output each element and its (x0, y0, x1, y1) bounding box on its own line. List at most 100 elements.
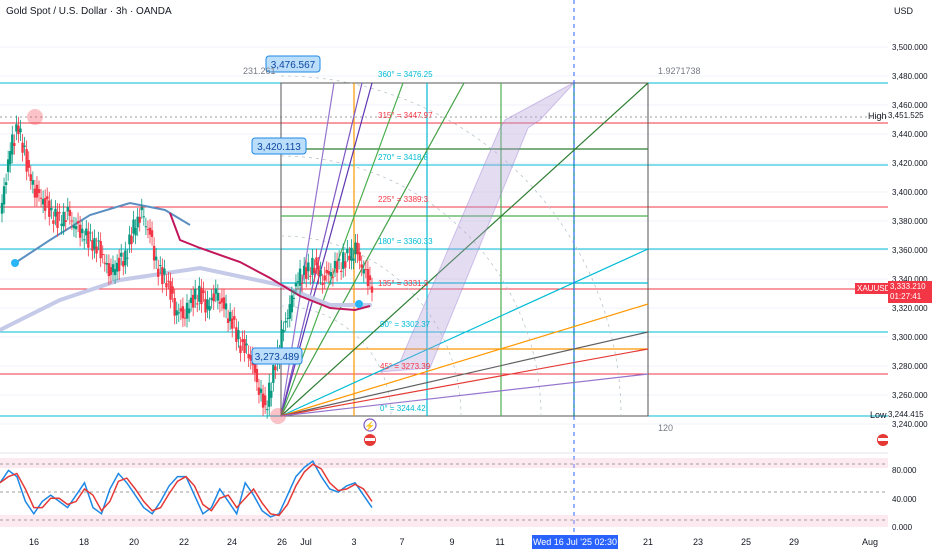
gann-level-label: 180° = 3360.33 (378, 237, 433, 246)
candle-body (17, 125, 20, 135)
candle-body (48, 200, 51, 217)
osc-tick-label: 40.000 (892, 495, 917, 504)
last-price-tag: 3,333.210 01:27:41 (888, 281, 932, 303)
candle-body (241, 339, 244, 342)
candle-body (305, 267, 308, 279)
candle-body (239, 345, 242, 353)
candle-body (163, 268, 166, 275)
candle-body (210, 297, 213, 301)
candle-body (370, 286, 374, 293)
candle-body (31, 180, 35, 185)
candle-body (261, 393, 265, 408)
candle-body (226, 318, 230, 323)
candle-body (146, 229, 150, 231)
candle-body (87, 231, 90, 248)
oscillator-pane (0, 458, 888, 527)
candle-body (2, 186, 6, 205)
candle-body (25, 149, 28, 172)
price-box-3-text: 3,273.489 (255, 352, 300, 363)
candle-body (270, 390, 273, 398)
osc-tick-label: 0.000 (892, 523, 913, 532)
candle-body (101, 254, 104, 256)
price-tick-label: 3,320.000 (892, 304, 928, 313)
gann-arc-3 (280, 235, 462, 417)
candlestick-series (0, 115, 374, 419)
candle-body (358, 252, 361, 261)
candle-body (93, 238, 96, 250)
event-icon-us-flag-right[interactable] (877, 434, 889, 446)
candle-body (319, 270, 322, 277)
candle-body (111, 264, 115, 273)
candle-body (249, 355, 252, 361)
time-axis-bg (0, 533, 888, 550)
ma-fast-line (169, 212, 371, 312)
event-icon-us-flag[interactable] (364, 434, 376, 446)
event-icon-lightning[interactable]: ⚡ (363, 418, 377, 432)
candle-body (159, 265, 162, 267)
candle-body (257, 387, 261, 395)
candle-body (183, 317, 187, 319)
gann-box[interactable] (280, 75, 649, 417)
candle-body (29, 174, 32, 182)
projection-arrow (379, 81, 576, 373)
candle-body (235, 327, 238, 342)
candle-body (224, 303, 228, 310)
candle-body (124, 250, 127, 266)
candle-body (255, 368, 259, 383)
candle-body (329, 271, 333, 277)
candle-body (6, 159, 10, 173)
time-tick-label: 9 (449, 537, 454, 547)
candle-body (115, 262, 119, 272)
ma-blue-line (14, 201, 191, 264)
candle-body (185, 302, 189, 319)
candle-body (33, 188, 37, 198)
candle-body (134, 227, 137, 236)
candle-body (344, 261, 347, 268)
candle-body (212, 293, 215, 302)
candle-body (346, 248, 349, 254)
box-right-label: 1.9271738 (658, 66, 701, 76)
candle-body (253, 358, 257, 373)
price-axis[interactable]: 3,500.000 3,480.000 3,460.000 3,440.000 3,42… (892, 43, 928, 532)
candle-body (76, 221, 80, 224)
gann-level-label: 360° = 3476.25 (378, 70, 433, 79)
currency-label[interactable]: USD (894, 6, 914, 16)
time-tick-label: 18 (79, 537, 89, 547)
time-tick-label: 7 (399, 537, 404, 547)
candle-body (66, 206, 69, 212)
candle-body (0, 202, 4, 214)
time-axis[interactable]: 16 18 20 22 24 26 Jul 3 7 9 11 21 23 25 29 Aug (29, 537, 878, 547)
candle-body (302, 265, 306, 275)
candle-body (194, 288, 197, 300)
time-tick-label: 16 (29, 537, 39, 547)
price-tick-label: 3,440.000 (892, 130, 928, 139)
candle-body (105, 263, 109, 265)
fan-line-7 (280, 248, 649, 417)
candle-body (300, 282, 304, 284)
candle-body (35, 184, 39, 198)
candle-body (204, 299, 207, 313)
price-tick-label: 3,300.000 (892, 333, 928, 342)
price-box-1: 3,476.567 (265, 55, 321, 73)
candle-body (23, 145, 26, 147)
candle-body (85, 228, 88, 236)
price-tick-label: 3,260.000 (892, 391, 928, 400)
candle-body (307, 262, 310, 272)
candle-body (19, 128, 22, 133)
time-tick-label: 24 (227, 537, 237, 547)
candle-body (89, 232, 92, 234)
gann-level-label: 225° = 3389.3 (378, 195, 429, 204)
candle-body (315, 257, 318, 266)
gann-level-labels: 360° = 3476.25 315° = 3447.97 270° = 3418.… (378, 70, 433, 413)
candle-body (27, 160, 30, 168)
low-label: Low (870, 410, 887, 420)
candle-body (191, 294, 195, 308)
candle-body (169, 281, 172, 300)
candle-body (360, 264, 363, 268)
candle-body (222, 297, 226, 309)
box-left-label: 231.261 (243, 66, 276, 76)
candle-body (58, 212, 61, 214)
time-cursor-label: Wed 16 Jul '25 02:30 (532, 535, 618, 549)
time-tick-label: Jul (300, 537, 312, 547)
